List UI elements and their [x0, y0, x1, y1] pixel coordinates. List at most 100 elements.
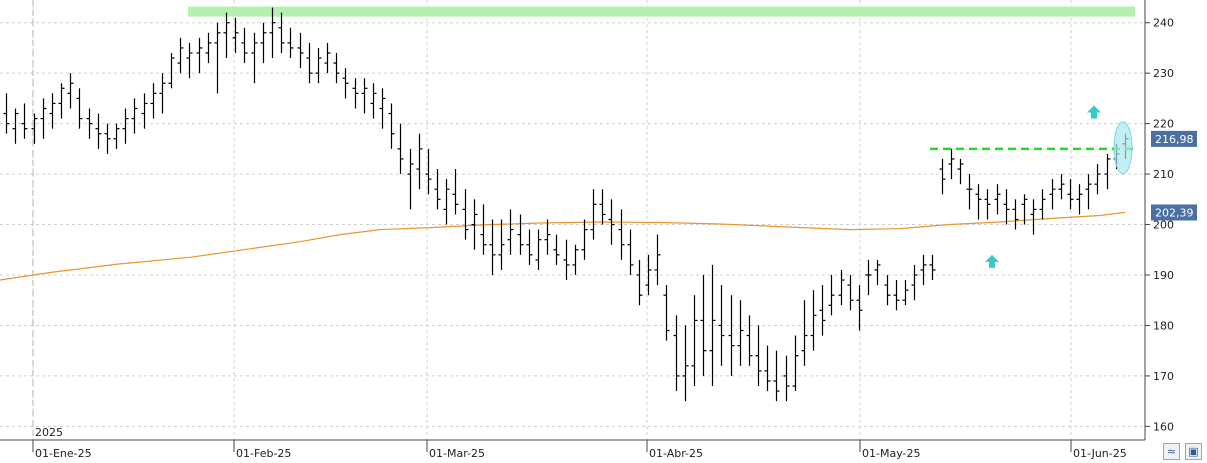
price-bar	[297, 32, 304, 69]
price-bar	[333, 52, 340, 84]
price-bar	[966, 174, 973, 210]
y-axis: 160 170 180 190 200 210 220 230 240 216,98 202,39	[1144, 0, 1197, 440]
price-bar	[673, 315, 680, 392]
price-bar	[755, 325, 762, 387]
y-tick-label: 190	[1153, 269, 1174, 282]
chart-type-icon[interactable]: ≈	[1163, 443, 1180, 460]
price-bar	[1067, 179, 1074, 210]
price-bar	[902, 280, 909, 306]
x-axis: 01-Ene-25 01-Feb-25 01-Mar-25 01-Abr-25 01-M…	[0, 439, 1145, 460]
price-bars	[3, 7, 1129, 402]
price-bar	[12, 108, 19, 144]
price-bar	[663, 285, 670, 341]
price-bar	[874, 259, 881, 286]
x-tick-label: 01-Jun-25	[1073, 447, 1127, 460]
price-bar	[141, 93, 148, 129]
price-bar	[260, 22, 267, 64]
price-bar	[1058, 174, 1065, 200]
price-bar	[728, 295, 735, 376]
price-bar	[1094, 163, 1101, 195]
price-bar	[122, 108, 129, 144]
last-price-box	[1151, 130, 1197, 147]
price-bar	[315, 47, 322, 84]
price-bar	[948, 148, 955, 180]
price-bar	[1104, 153, 1111, 190]
price-bar	[581, 219, 588, 260]
price-bar	[1003, 189, 1010, 225]
price-bar	[718, 285, 725, 366]
price-bar	[498, 219, 505, 270]
price-bar	[113, 123, 120, 149]
price-bar	[186, 42, 193, 79]
price-bar	[884, 275, 891, 306]
y-tick-label: 220	[1153, 118, 1174, 131]
price-bar	[553, 234, 560, 265]
annotations	[930, 105, 1133, 268]
up-arrow-icon	[985, 254, 999, 268]
overlays	[188, 6, 1135, 17]
price-bar	[278, 12, 285, 53]
ma-value-label: 202,39	[1155, 206, 1194, 219]
save-icon[interactable]: ▣	[1185, 443, 1202, 460]
price-bar	[379, 88, 386, 129]
price-bar	[196, 37, 203, 74]
price-bar	[150, 83, 157, 119]
price-bar	[627, 229, 634, 275]
price-bar	[388, 103, 395, 149]
price-bar	[810, 290, 817, 351]
price-bar	[636, 259, 643, 306]
price-bar	[1030, 199, 1037, 235]
price-bar	[352, 78, 359, 109]
price-bar	[865, 259, 872, 296]
price-bar	[342, 68, 349, 99]
price-bar	[773, 350, 780, 402]
price-bar	[792, 335, 799, 392]
price-bar	[361, 78, 368, 114]
price-bar	[434, 169, 441, 210]
price-bar	[535, 229, 542, 270]
y-tick-label: 200	[1153, 219, 1174, 232]
price-bar	[168, 52, 175, 89]
price-bar	[95, 113, 102, 149]
x-tick-label: 01-Ene-25	[35, 447, 92, 460]
price-bar	[452, 169, 459, 215]
price-bar	[205, 32, 212, 64]
price-bar	[526, 229, 533, 265]
price-bar	[709, 264, 716, 387]
x-tick-label: 01-Abr-25	[649, 447, 703, 460]
price-bar	[232, 17, 239, 53]
price-bar	[471, 199, 478, 250]
x-tick-label: 01-Mar-25	[429, 447, 485, 460]
price-bar	[847, 275, 854, 311]
price-bar	[654, 234, 661, 286]
price-bar	[131, 98, 138, 134]
price-bar	[618, 209, 625, 260]
price-bar	[397, 123, 404, 175]
price-bar	[994, 184, 1001, 215]
y-tick-label: 210	[1153, 168, 1174, 181]
price-bar	[58, 83, 65, 119]
price-bar	[324, 42, 331, 74]
year-label: 2025	[35, 426, 63, 439]
price-bar	[590, 189, 597, 240]
price-bar	[911, 264, 918, 301]
price-bar	[1049, 179, 1056, 210]
last-price-label: 216,98	[1155, 133, 1194, 146]
price-bar	[1012, 199, 1019, 230]
price-bar	[1085, 174, 1092, 210]
price-bar	[957, 158, 964, 185]
price-bar	[801, 300, 808, 366]
price-bar	[251, 32, 258, 84]
price-bar	[177, 37, 184, 74]
price-bar	[49, 93, 56, 129]
price-bar	[480, 204, 487, 255]
price-bar	[599, 189, 606, 225]
price-bar	[425, 148, 432, 195]
price-bar	[214, 22, 221, 94]
price-bar	[407, 148, 414, 210]
price-bar	[104, 123, 111, 154]
price-bar	[563, 239, 570, 281]
price-bar	[40, 98, 47, 139]
up-arrow-icon	[1087, 105, 1101, 119]
